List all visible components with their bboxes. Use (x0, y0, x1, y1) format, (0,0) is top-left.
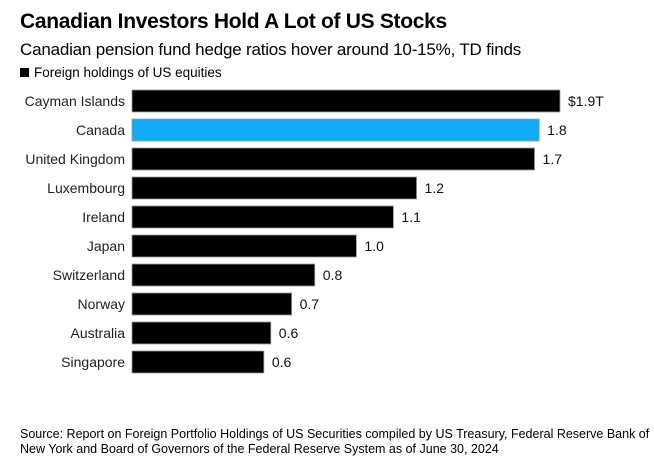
bar-switzerland (131, 263, 316, 287)
category-label: Cayman Islands (25, 93, 125, 109)
category-label: Canada (76, 122, 125, 138)
data-label: 1.7 (543, 151, 563, 167)
chart-subtitle: Canadian pension fund hedge ratios hover… (20, 40, 522, 59)
data-label: 0.7 (300, 296, 320, 312)
category-label: Australia (71, 325, 126, 341)
bar-united-kingdom (131, 147, 535, 171)
bar-cayman-islands (131, 89, 561, 113)
data-label: 1.0 (364, 238, 384, 254)
legend-swatch (20, 68, 29, 77)
bar-canada (131, 118, 540, 142)
bar-singapore (131, 350, 265, 374)
chart-title: Canadian Investors Hold A Lot of US Stoc… (20, 10, 447, 33)
bar-luxembourg (131, 176, 417, 200)
bar-norway (131, 292, 293, 316)
bar-chart: Cayman Islands $1.9T Canada 1.8 United Kingd… (25, 89, 604, 374)
data-label: 1.2 (425, 180, 445, 196)
legend: Foreign holdings of US equities (20, 65, 222, 80)
data-label: 0.6 (272, 354, 292, 370)
category-label: Luxembourg (47, 180, 125, 196)
bar-ireland (131, 205, 394, 229)
legend-label: Foreign holdings of US equities (34, 65, 222, 80)
category-label: Singapore (61, 354, 125, 370)
bar-australia (131, 321, 272, 345)
data-label: 0.6 (279, 325, 299, 341)
category-label: United Kingdom (25, 151, 125, 167)
data-label: 0.8 (323, 267, 343, 283)
data-label: 1.1 (401, 209, 421, 225)
source-note: Source: Report on Foreign Portfolio Hold… (20, 427, 650, 456)
category-label: Japan (87, 238, 125, 254)
data-label: 1.8 (547, 122, 567, 138)
category-label: Norway (78, 296, 125, 312)
data-label: $1.9T (568, 93, 604, 109)
category-label: Ireland (82, 209, 125, 225)
category-label: Switzerland (53, 267, 125, 283)
bar-japan (131, 234, 357, 258)
